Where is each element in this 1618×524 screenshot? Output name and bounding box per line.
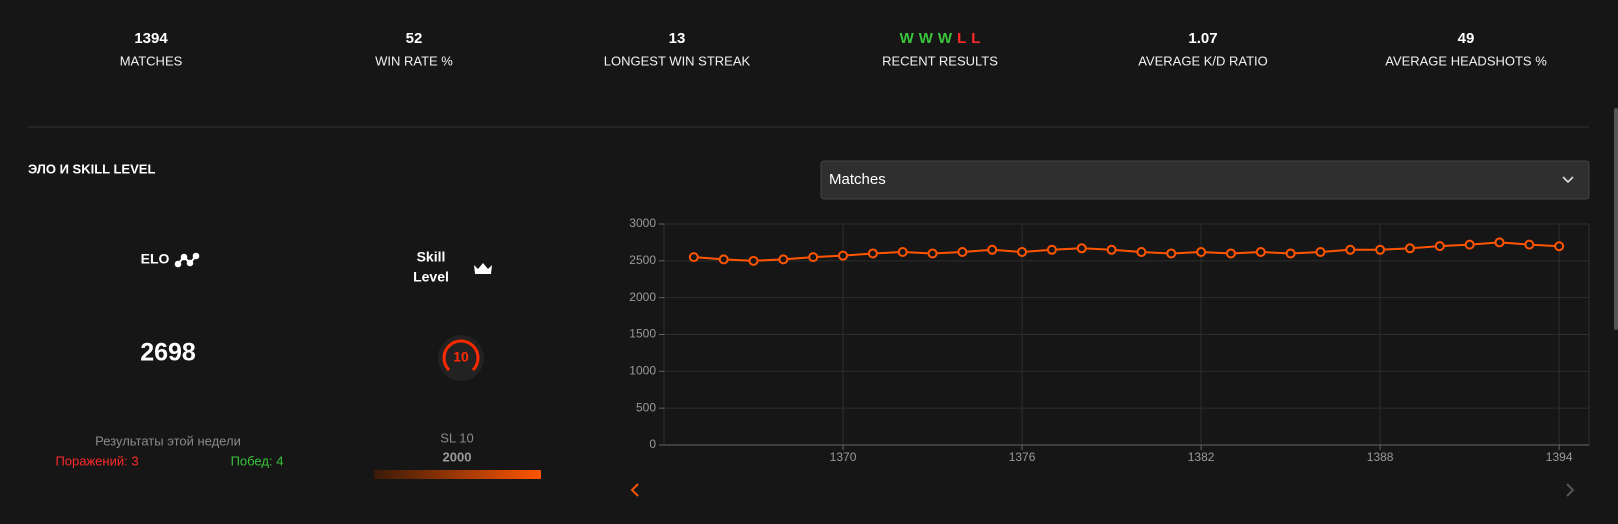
week-losses: Поражений: 3 <box>55 453 138 468</box>
stat-value: 49 <box>1458 30 1475 47</box>
point <box>1166 248 1177 259</box>
point <box>1554 241 1565 252</box>
line <box>693 241 1560 262</box>
point <box>987 244 998 255</box>
point <box>1225 248 1236 259</box>
point <box>778 254 789 265</box>
point <box>1375 244 1386 255</box>
section-title: ЭЛО И SKILL LEVEL <box>28 161 155 176</box>
point <box>927 248 938 259</box>
stats-row: 1394 MATCHES 52 WIN RATE % 13 LONGEST WIN STR… <box>120 30 1548 68</box>
point <box>838 250 849 261</box>
week-title: Результаты этой недели <box>95 433 241 448</box>
point <box>808 252 819 263</box>
skill-label: Skill <box>417 249 446 265</box>
stat-label: RECENT RESULTS <box>882 53 998 68</box>
stat-label: AVERAGE K/D RATIO <box>1138 53 1268 68</box>
point <box>1046 244 1057 255</box>
prev-arrow[interactable] <box>630 483 639 497</box>
point <box>1494 237 1505 248</box>
point <box>1524 239 1535 250</box>
result: W <box>919 30 934 47</box>
next-arrow[interactable] <box>1566 483 1575 497</box>
sl-progress-bar <box>374 470 541 479</box>
point <box>867 248 878 259</box>
stat-label: LONGEST WIN STREAK <box>604 53 751 68</box>
point <box>1196 246 1207 257</box>
y-tick-label: 2500 <box>629 253 656 267</box>
result: L <box>957 30 966 47</box>
y-tick-label: 1000 <box>629 364 656 378</box>
stat-label: AVERAGE HEADSHOTS % <box>1385 53 1547 68</box>
x-tick-label: 1376 <box>1009 450 1036 464</box>
x-tick-label: 1382 <box>1188 450 1215 464</box>
badge-ring <box>442 339 480 372</box>
sl-threshold: 2000 <box>443 449 472 464</box>
elo-icon <box>174 252 200 268</box>
elo-label: ELO <box>141 251 170 267</box>
point <box>1464 239 1475 250</box>
dropdown[interactable]: Matches <box>820 160 1590 200</box>
x-tick-label: 1394 <box>1546 450 1573 464</box>
point <box>1315 246 1326 257</box>
point <box>957 246 968 257</box>
x-tick-label: 1388 <box>1367 450 1394 464</box>
stat-value: 1394 <box>134 30 168 47</box>
point <box>1076 243 1087 254</box>
week-wins: Побед: 4 <box>231 453 284 468</box>
point <box>1345 244 1356 255</box>
badge-level: 10 <box>453 349 469 365</box>
y-tick-label: 0 <box>649 437 656 451</box>
point <box>1285 248 1296 259</box>
dropdown-text[interactable]: Matches <box>829 171 886 188</box>
point <box>1106 244 1117 255</box>
point <box>1434 241 1445 252</box>
sl-level: SL 10 <box>440 430 474 445</box>
skill-label: Level <box>413 269 449 285</box>
y-tick-label: 500 <box>636 400 656 414</box>
y-tick-label: 2000 <box>629 290 656 304</box>
point <box>897 246 908 257</box>
point <box>688 252 699 263</box>
stat-value: 52 <box>406 30 423 47</box>
stat-value: 13 <box>669 30 686 47</box>
y-tick-label: 3000 <box>629 216 656 230</box>
elo-value: 2698 <box>140 339 196 367</box>
point <box>748 255 759 266</box>
point <box>1136 246 1147 257</box>
point <box>1255 246 1266 257</box>
x-tick-label: 1370 <box>830 450 857 464</box>
stat-value: 1.07 <box>1188 30 1217 47</box>
point <box>1017 246 1028 257</box>
scrollbar <box>1614 108 1618 330</box>
crown-icon <box>474 263 492 274</box>
elo-chart: 0 500 1000 1500 2000 2500 3000 1370 1376 1382 1388… <box>629 216 1590 464</box>
result: W <box>938 30 953 47</box>
y-tick-label: 1500 <box>629 327 656 341</box>
result: L <box>971 30 980 47</box>
point <box>1404 243 1415 254</box>
result: W <box>900 30 915 47</box>
stat-label: MATCHES <box>120 53 183 68</box>
point <box>718 254 729 265</box>
dropdown-box[interactable] <box>820 160 1590 200</box>
stat-label: WIN RATE % <box>375 53 453 68</box>
chevron-icon[interactable] <box>1562 176 1574 184</box>
